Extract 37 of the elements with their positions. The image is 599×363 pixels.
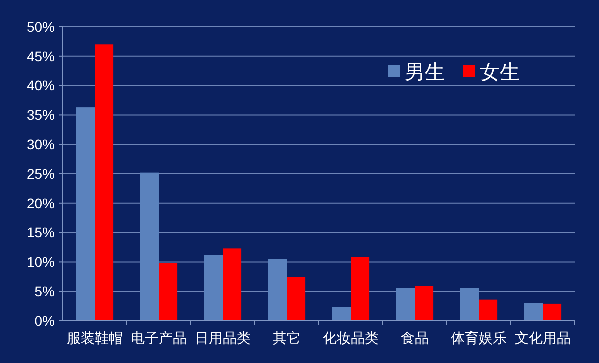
bar	[76, 108, 95, 321]
y-tick-label: 45%	[26, 48, 55, 64]
bar	[332, 307, 351, 321]
bar	[140, 172, 159, 321]
x-tick-label: 服装鞋帽	[67, 330, 123, 346]
bar	[543, 304, 562, 321]
x-tick-label: 文化用品	[515, 330, 571, 346]
y-tick-label: 35%	[26, 107, 55, 124]
bar	[95, 44, 114, 321]
y-tick-label: 50%	[26, 18, 55, 35]
bar	[159, 263, 178, 321]
x-tick-label: 化妆品类	[323, 330, 379, 346]
x-tick-label: 体育娱乐	[451, 330, 507, 346]
y-tick-label: 30%	[26, 136, 55, 152]
bar	[268, 259, 287, 321]
bar	[287, 277, 306, 321]
bar	[351, 257, 370, 321]
bar	[223, 248, 242, 321]
y-tick-label: 25%	[26, 166, 55, 182]
bar	[460, 288, 479, 321]
bar	[415, 286, 434, 321]
legend-label: 女生	[480, 62, 520, 84]
bar	[396, 288, 415, 321]
bar	[204, 255, 223, 321]
y-tick-label: 20%	[26, 195, 55, 212]
x-tick-label: 电子产品	[131, 330, 187, 346]
x-tick-label: 日用品类	[195, 330, 251, 346]
bar	[479, 300, 498, 321]
y-tick-label: 0%	[34, 312, 55, 329]
legend-label: 男生	[405, 62, 445, 84]
x-tick-label: 其它	[273, 330, 301, 346]
y-tick-label: 15%	[26, 224, 55, 241]
x-tick-label: 食品	[401, 330, 429, 346]
bar	[524, 303, 543, 321]
y-tick-label: 5%	[34, 284, 55, 300]
y-tick-label: 10%	[26, 254, 55, 270]
y-tick-label: 40%	[26, 78, 55, 94]
